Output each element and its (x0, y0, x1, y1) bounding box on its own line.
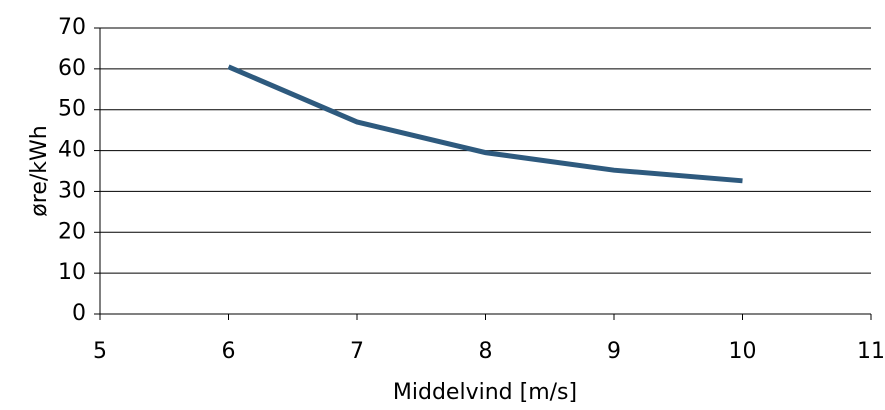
y-tick-label: 30 (58, 178, 86, 203)
x-tick-label: 8 (479, 339, 493, 364)
y-tick-label: 10 (58, 260, 86, 285)
y-tick-label: 50 (58, 97, 86, 122)
x-tick-label: 11 (857, 339, 885, 364)
y-tick-label: 60 (58, 56, 86, 81)
x-tick-label: 9 (607, 339, 621, 364)
data-line (227, 64, 743, 184)
x-tick-label: 7 (350, 339, 364, 364)
y-tick-label: 40 (58, 138, 86, 163)
y-tick-label: 20 (58, 219, 86, 244)
x-tick-label: 6 (222, 339, 236, 364)
x-tick-label: 10 (729, 339, 757, 364)
x-tick-label: 5 (93, 339, 107, 364)
x-axis-label: Middelvind [m/s] (393, 380, 577, 405)
y-tick-label: 0 (72, 301, 86, 326)
y-axis-label: øre/kWh (27, 125, 52, 216)
y-tick-label: 70 (58, 15, 86, 40)
